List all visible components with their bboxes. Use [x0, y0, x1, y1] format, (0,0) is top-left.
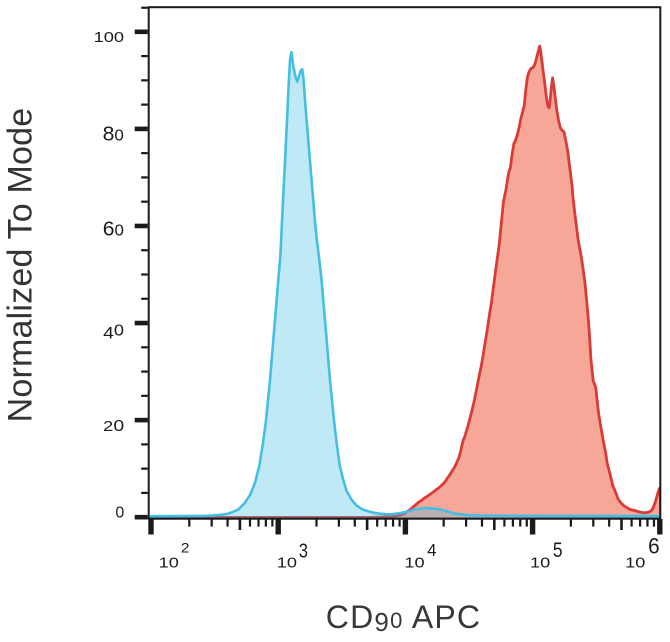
svg-text:4: 4	[427, 540, 436, 560]
svg-text:10: 10	[159, 554, 179, 571]
svg-text:40: 40	[103, 323, 124, 343]
svg-text:10: 10	[625, 554, 645, 571]
svg-text:20: 20	[103, 418, 124, 435]
svg-text:60: 60	[103, 218, 124, 240]
svg-text:2: 2	[181, 539, 190, 555]
svg-text:0: 0	[115, 504, 124, 521]
svg-text:6: 6	[648, 534, 660, 559]
svg-text:5: 5	[553, 538, 563, 562]
svg-text:10: 10	[277, 554, 297, 571]
svg-text:80: 80	[103, 123, 124, 145]
svg-text:3: 3	[299, 539, 308, 562]
svg-text:100: 100	[94, 29, 125, 46]
svg-text:10: 10	[530, 554, 550, 571]
svg-text:10: 10	[404, 554, 424, 571]
svg-text:CD90 APC: CD90 APC	[326, 599, 481, 637]
svg-text:Normalized To Mode: Normalized To Mode	[2, 108, 40, 423]
